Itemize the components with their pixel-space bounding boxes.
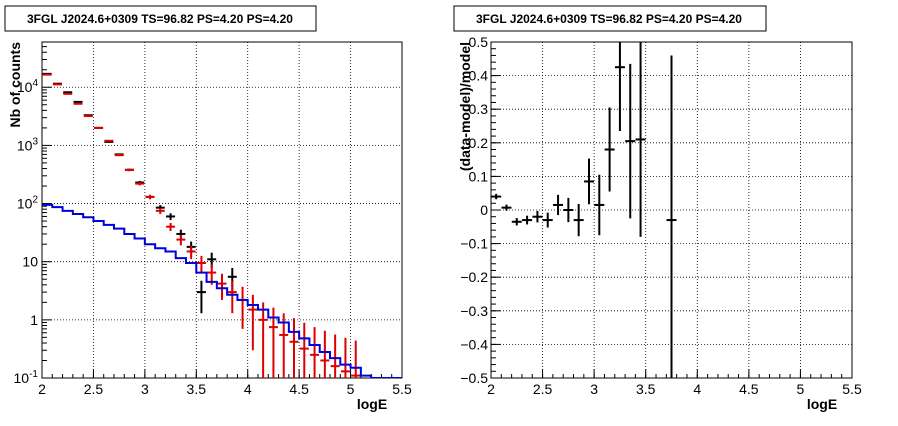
y-axis-label: (data-model)/model bbox=[457, 42, 473, 171]
x-tick-label: 5 bbox=[797, 381, 805, 397]
data-point bbox=[104, 140, 113, 141]
data-point bbox=[74, 102, 83, 103]
x-tick-label: 4.5 bbox=[739, 381, 759, 397]
y-tick-base: 10 bbox=[17, 137, 33, 153]
y-tick-label: 10-1 bbox=[14, 369, 39, 386]
x-tick-label: 4.5 bbox=[289, 381, 309, 397]
x-tick-label: 5.5 bbox=[392, 381, 412, 397]
data-point bbox=[74, 103, 83, 104]
y-tick-label: 0 bbox=[480, 202, 488, 218]
data-point bbox=[125, 169, 134, 172]
panel-2: 3FGL J2024.6+0309 TS=96.82 PS=4.20 PS=4.… bbox=[454, 3, 862, 412]
x-tick-label: 2 bbox=[487, 381, 495, 397]
x-tick-label: 4 bbox=[244, 381, 252, 397]
x-tick-label: 5.5 bbox=[842, 381, 862, 397]
chart-title: 3FGL J2024.6+0309 TS=96.82 PS=4.20 PS=4.… bbox=[476, 12, 742, 26]
y-tick-label: −0.5 bbox=[460, 370, 488, 386]
x-tick-label: 3 bbox=[590, 381, 598, 397]
y-tick-base: 1 bbox=[30, 312, 38, 328]
x-axis-label: logE bbox=[357, 396, 387, 412]
panel-1: 3FGL J2024.6+0309 TS=96.82 PS=4.20 PS=4.… bbox=[5, 6, 412, 412]
y-tick-base: 10 bbox=[22, 254, 38, 270]
data-point bbox=[84, 116, 93, 117]
x-tick-label: 5 bbox=[347, 381, 355, 397]
y-tick-exponent: 4 bbox=[32, 78, 38, 89]
x-axis-label: logE bbox=[807, 396, 837, 412]
data-point bbox=[94, 127, 103, 128]
y-tick-label: −0.1 bbox=[460, 236, 488, 252]
x-tick-label: 3 bbox=[141, 381, 149, 397]
y-tick-label: 10 bbox=[22, 254, 38, 270]
y-tick-label: −0.2 bbox=[460, 269, 488, 285]
x-tick-label: 2 bbox=[38, 381, 46, 397]
y-tick-exponent: -1 bbox=[29, 369, 38, 380]
y-tick-exponent: 2 bbox=[32, 195, 38, 206]
y-tick-label: −0.4 bbox=[460, 336, 488, 352]
x-tick-label: 2.5 bbox=[533, 381, 553, 397]
y-tick-label: −0.3 bbox=[460, 303, 488, 319]
y-tick-label: 1 bbox=[30, 312, 38, 328]
y-tick-base: 10 bbox=[17, 196, 33, 212]
chart-title: 3FGL J2024.6+0309 TS=96.82 PS=4.20 PS=4.… bbox=[27, 12, 293, 26]
y-tick-exponent: 3 bbox=[32, 136, 38, 147]
y-axis-label: Nb of counts bbox=[7, 42, 23, 128]
x-tick-label: 3.5 bbox=[187, 381, 207, 397]
x-tick-label: 2.5 bbox=[84, 381, 104, 397]
plot-frame bbox=[42, 42, 402, 378]
y-tick-base: 10 bbox=[14, 370, 30, 386]
x-tick-label: 4 bbox=[693, 381, 701, 397]
x-tick-label: 3.5 bbox=[636, 381, 656, 397]
data-point bbox=[63, 92, 72, 93]
y-tick-label: 103 bbox=[17, 136, 39, 153]
data-point bbox=[115, 154, 124, 156]
title-box: 3FGL J2024.6+0309 TS=96.82 PS=4.20 PS=4.… bbox=[454, 6, 766, 31]
data-point bbox=[63, 94, 72, 95]
title-box: 3FGL J2024.6+0309 TS=96.82 PS=4.20 PS=4.… bbox=[5, 6, 316, 31]
y-tick-label: 102 bbox=[17, 195, 39, 212]
